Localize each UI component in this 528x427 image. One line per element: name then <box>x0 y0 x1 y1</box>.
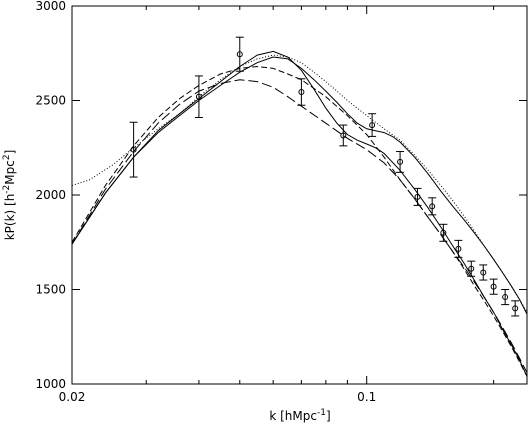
data-point <box>502 294 509 301</box>
series-3-line <box>71 54 528 313</box>
data-point <box>512 305 519 312</box>
data-point <box>340 132 347 139</box>
data-point <box>195 93 202 100</box>
data-point <box>480 269 487 276</box>
y-axis-title: kP(k) [h-2Mpc2] <box>2 150 17 241</box>
y-tick-label: 1500 <box>35 283 66 297</box>
series-5-line <box>71 79 528 373</box>
x-axis-title: k [hMpc-1] <box>269 408 330 423</box>
y-tick-label: 1000 <box>35 377 66 391</box>
data-point <box>468 265 475 272</box>
data-point <box>490 283 497 290</box>
x-axis-title-superscript: -1 <box>317 408 326 418</box>
data-point <box>298 88 305 95</box>
data-point <box>440 229 447 236</box>
plot-frame <box>71 5 528 385</box>
series-2-line <box>71 56 528 315</box>
data-point <box>414 193 421 200</box>
data-point <box>236 51 243 58</box>
data-point <box>397 158 404 165</box>
data-point <box>130 146 137 153</box>
y-tick-label: 2500 <box>35 94 66 108</box>
data-point <box>369 122 376 129</box>
x-tick-label: 0.02 <box>59 390 86 404</box>
y-tick-label: 3000 <box>35 0 66 13</box>
data-point <box>429 203 436 210</box>
x-tick-label: 0.1 <box>357 390 376 404</box>
y-tick-label: 2000 <box>35 188 66 202</box>
series-4-line <box>71 65 528 377</box>
curves-layer <box>71 50 528 377</box>
ticks-layer: 1000 1500 2000 2500 3000 0.02 0.1 <box>35 0 527 404</box>
series-1-line <box>71 50 528 377</box>
data-point <box>455 245 462 252</box>
data-points-layer <box>129 36 520 317</box>
